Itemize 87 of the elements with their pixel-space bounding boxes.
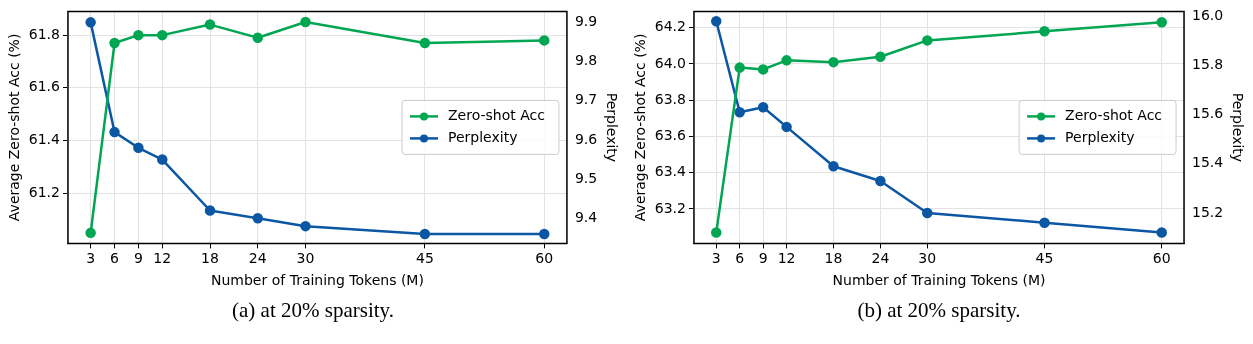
y-tick-label: 64.0 <box>654 54 686 71</box>
point <box>781 55 792 66</box>
point <box>85 17 96 28</box>
point <box>922 207 933 219</box>
y-tick-label: 63.2 <box>654 199 686 216</box>
y2-tick-label: 9.9 <box>574 13 598 30</box>
x-tick-label: 6 <box>110 250 120 267</box>
point <box>109 37 120 49</box>
x-tick-label: 3 <box>711 250 721 267</box>
x-tick-label: 6 <box>735 250 745 267</box>
legend-label: Zero-shot Acc <box>448 107 545 124</box>
point <box>133 142 144 154</box>
y2-tick-label: 15.2 <box>1192 203 1224 220</box>
point <box>1039 217 1050 229</box>
point <box>711 15 722 27</box>
x-tick-label: 30 <box>918 250 937 267</box>
y2-tick-label: 15.8 <box>1192 56 1224 73</box>
point <box>781 121 792 133</box>
y-axis-title: Average Zero-shot Acc (%) <box>632 33 649 222</box>
legend-label: Perplexity <box>1065 129 1135 146</box>
y-tick-label: 63.6 <box>654 127 687 144</box>
point <box>828 56 839 68</box>
point <box>300 16 311 28</box>
x-tick-label: 12 <box>777 250 796 267</box>
point <box>875 51 886 62</box>
y2-tick-label: 9.4 <box>574 208 598 225</box>
point <box>204 205 216 216</box>
x-tick-label: 30 <box>296 250 315 267</box>
x-tick-label: 9 <box>133 250 143 267</box>
point <box>734 106 745 118</box>
x-tick-label: 18 <box>824 250 843 267</box>
point <box>157 29 168 41</box>
y-tick-label: 61.8 <box>28 25 60 42</box>
point <box>757 102 769 113</box>
x-tick-label: 24 <box>871 250 890 267</box>
x-tick-label: 12 <box>153 250 172 267</box>
y-tick-label: 61.6 <box>28 78 61 95</box>
y-tick-label: 64.2 <box>654 18 686 35</box>
y-tick-label: 63.4 <box>654 163 687 180</box>
point <box>734 62 745 73</box>
point <box>875 175 886 187</box>
y2-tick-label: 9.7 <box>574 91 598 108</box>
y2-tick-label: 9.8 <box>574 52 598 69</box>
y2-axis-title: Perplexity <box>603 92 620 163</box>
y2-axis-title: Perplexity <box>1229 92 1246 163</box>
x-tick-label: 3 <box>86 250 96 267</box>
point <box>1156 227 1167 238</box>
point <box>539 35 550 46</box>
x-axis-title: Number of Training Tokens (M) <box>832 272 1046 289</box>
point <box>300 220 311 232</box>
x-tick-label: 24 <box>248 250 267 267</box>
y-tick-label: 61.4 <box>28 131 61 148</box>
point <box>252 32 264 44</box>
y2-tick-label: 9.5 <box>574 169 598 186</box>
point <box>757 64 769 75</box>
x-tick-label: 45 <box>1035 250 1054 267</box>
point <box>252 213 264 224</box>
point <box>85 227 96 239</box>
y2-tick-label: 16.0 <box>1192 6 1224 23</box>
legend-label: Zero-shot Acc <box>1065 107 1163 124</box>
x-tick-label: 45 <box>415 250 434 267</box>
x-axis-title: Number of Training Tokens (M) <box>211 272 424 289</box>
point <box>133 29 144 41</box>
text: (a) at 20% sparsity. <box>232 298 394 323</box>
point <box>419 37 431 49</box>
x-tick-label: 60 <box>1152 250 1171 267</box>
legend-label: Perplexity <box>448 129 518 146</box>
point <box>157 154 168 165</box>
x-tick-label: 18 <box>201 250 219 267</box>
y2-tick-label: 9.6 <box>574 130 598 147</box>
text: (b) at 20% sparsity. <box>857 298 1021 323</box>
y-axis-title: Average Zero-shot Acc (%) <box>6 33 23 222</box>
point <box>539 228 550 240</box>
y-tick-label: 63.8 <box>654 90 686 107</box>
point <box>1156 17 1167 28</box>
point <box>109 126 120 138</box>
y2-tick-label: 15.6 <box>1192 105 1224 122</box>
x-tick-label: 60 <box>535 250 554 267</box>
y-tick-label: 61.2 <box>28 183 60 200</box>
point <box>1039 26 1050 37</box>
y2-tick-label: 15.4 <box>1192 154 1224 171</box>
point <box>922 35 933 46</box>
point <box>828 160 839 172</box>
point <box>419 228 431 240</box>
x-tick-label: 9 <box>758 250 768 267</box>
point <box>204 19 216 30</box>
point <box>711 227 722 238</box>
